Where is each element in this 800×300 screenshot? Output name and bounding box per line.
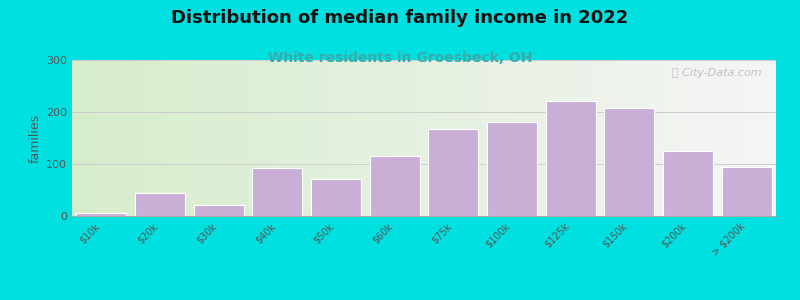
Bar [487,122,537,216]
Bar [311,178,361,216]
Bar [194,205,243,216]
Bar [663,151,713,216]
Bar [77,213,126,216]
Bar [429,129,478,216]
Text: Distribution of median family income in 2022: Distribution of median family income in … [171,9,629,27]
Bar [370,156,419,216]
Bar [605,108,654,216]
Y-axis label: families: families [29,113,42,163]
Text: White residents in Groesbeck, OH: White residents in Groesbeck, OH [268,51,532,65]
Text: ⚿ City-Data.com: ⚿ City-Data.com [672,68,762,78]
Bar [546,100,595,216]
Bar [722,167,771,216]
Bar [135,193,185,216]
Bar [253,168,302,216]
